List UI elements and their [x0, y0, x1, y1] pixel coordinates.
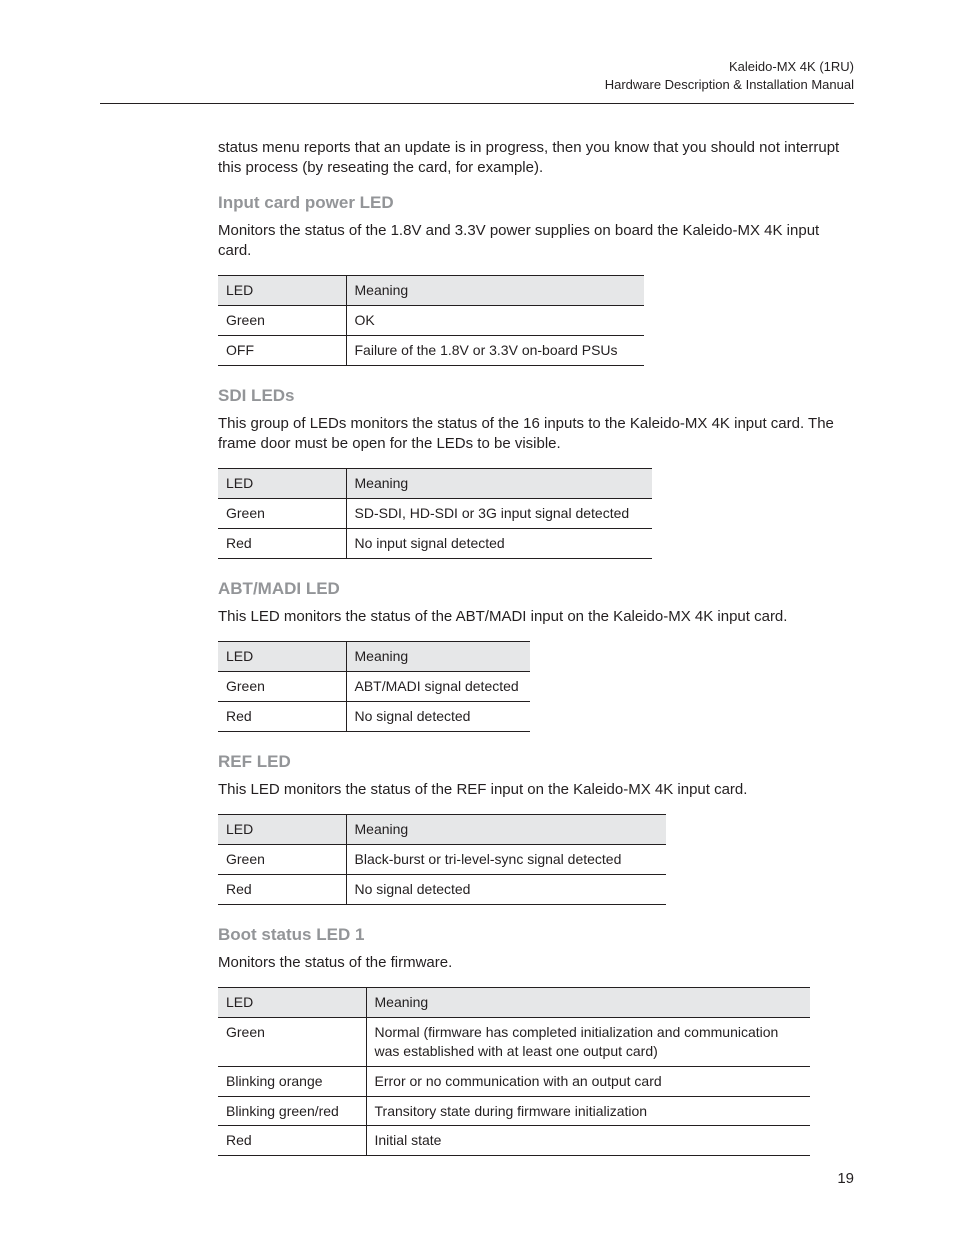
- table-row: Red No signal detected: [218, 874, 666, 904]
- table-row: Green ABT/MADI signal detected: [218, 672, 530, 702]
- table-cell: Blinking green/red: [218, 1096, 366, 1126]
- page: Kaleido-MX 4K (1RU) Hardware Description…: [0, 0, 954, 1235]
- table-cell: Normal (firmware has completed initializ…: [366, 1017, 810, 1066]
- table-header-cell: Meaning: [346, 642, 530, 672]
- table-boot-status-led-1: LED Meaning Green Normal (firmware has c…: [218, 987, 810, 1156]
- table-cell: Green: [218, 672, 346, 702]
- page-number: 19: [837, 1170, 854, 1187]
- table-header-row: LED Meaning: [218, 815, 666, 845]
- table-cell: No signal detected: [346, 874, 666, 904]
- table-header-row: LED Meaning: [218, 642, 530, 672]
- section-heading-ref-led: REF LED: [218, 752, 854, 772]
- table-cell: Red: [218, 1126, 366, 1156]
- table-ref-led: LED Meaning Green Black-burst or tri-lev…: [218, 814, 666, 905]
- table-header-cell: LED: [218, 469, 346, 499]
- table-cell: Transitory state during firmware initial…: [366, 1096, 810, 1126]
- table-row: Green Normal (firmware has completed ini…: [218, 1017, 810, 1066]
- table-cell: Red: [218, 529, 346, 559]
- table-header-cell: LED: [218, 815, 346, 845]
- table-input-card-power-led: LED Meaning Green OK OFF Failure of the …: [218, 275, 644, 366]
- section-desc: Monitors the status of the 1.8V and 3.3V…: [218, 221, 854, 262]
- table-row: OFF Failure of the 1.8V or 3.3V on-board…: [218, 335, 644, 365]
- table-row: Red Initial state: [218, 1126, 810, 1156]
- section-desc: Monitors the status of the firmware.: [218, 953, 854, 973]
- section-heading-abt-madi-led: ABT/MADI LED: [218, 579, 854, 599]
- table-header-cell: Meaning: [346, 276, 644, 306]
- section-heading-sdi-leds: SDI LEDs: [218, 386, 854, 406]
- table-cell: Red: [218, 701, 346, 731]
- table-cell: Green: [218, 305, 346, 335]
- table-header-row: LED Meaning: [218, 469, 652, 499]
- table-row: Red No input signal detected: [218, 529, 652, 559]
- table-header-row: LED Meaning: [218, 276, 644, 306]
- table-cell: SD-SDI, HD-SDI or 3G input signal detect…: [346, 499, 652, 529]
- table-cell: Initial state: [366, 1126, 810, 1156]
- table-cell: ABT/MADI signal detected: [346, 672, 530, 702]
- section-heading-boot-status-led-1: Boot status LED 1: [218, 925, 854, 945]
- table-header-cell: LED: [218, 988, 366, 1018]
- running-header: Kaleido-MX 4K (1RU) Hardware Description…: [100, 58, 854, 104]
- intro-paragraph: status menu reports that an update is in…: [218, 138, 854, 179]
- table-row: Green OK: [218, 305, 644, 335]
- table-header-cell: Meaning: [346, 815, 666, 845]
- table-row: Red No signal detected: [218, 701, 530, 731]
- table-cell: Green: [218, 1017, 366, 1066]
- table-cell: OK: [346, 305, 644, 335]
- table-cell: Error or no communication with an output…: [366, 1066, 810, 1096]
- table-row: Blinking orange Error or no communicatio…: [218, 1066, 810, 1096]
- table-cell: Green: [218, 499, 346, 529]
- table-cell: No signal detected: [346, 701, 530, 731]
- section-desc: This LED monitors the status of the ABT/…: [218, 607, 854, 627]
- section-desc: This group of LEDs monitors the status o…: [218, 414, 854, 455]
- table-cell: Blinking orange: [218, 1066, 366, 1096]
- table-row: Blinking green/red Transitory state duri…: [218, 1096, 810, 1126]
- table-abt-madi-led: LED Meaning Green ABT/MADI signal detect…: [218, 641, 530, 732]
- table-cell: Black-burst or tri-level-sync signal det…: [346, 845, 666, 875]
- section-desc: This LED monitors the status of the REF …: [218, 780, 854, 800]
- table-header-cell: LED: [218, 642, 346, 672]
- table-row: Green SD-SDI, HD-SDI or 3G input signal …: [218, 499, 652, 529]
- table-header-row: LED Meaning: [218, 988, 810, 1018]
- table-cell: OFF: [218, 335, 346, 365]
- header-manual: Hardware Description & Installation Manu…: [100, 76, 854, 94]
- table-cell: Green: [218, 845, 346, 875]
- table-header-cell: Meaning: [366, 988, 810, 1018]
- table-cell: Red: [218, 874, 346, 904]
- section-heading-input-card-power-led: Input card power LED: [218, 193, 854, 213]
- table-sdi-leds: LED Meaning Green SD-SDI, HD-SDI or 3G i…: [218, 468, 652, 559]
- table-header-cell: LED: [218, 276, 346, 306]
- table-header-cell: Meaning: [346, 469, 652, 499]
- header-product: Kaleido-MX 4K (1RU): [100, 58, 854, 76]
- table-cell: Failure of the 1.8V or 3.3V on-board PSU…: [346, 335, 644, 365]
- table-row: Green Black-burst or tri-level-sync sign…: [218, 845, 666, 875]
- content-area: status menu reports that an update is in…: [218, 138, 854, 1156]
- table-cell: No input signal detected: [346, 529, 652, 559]
